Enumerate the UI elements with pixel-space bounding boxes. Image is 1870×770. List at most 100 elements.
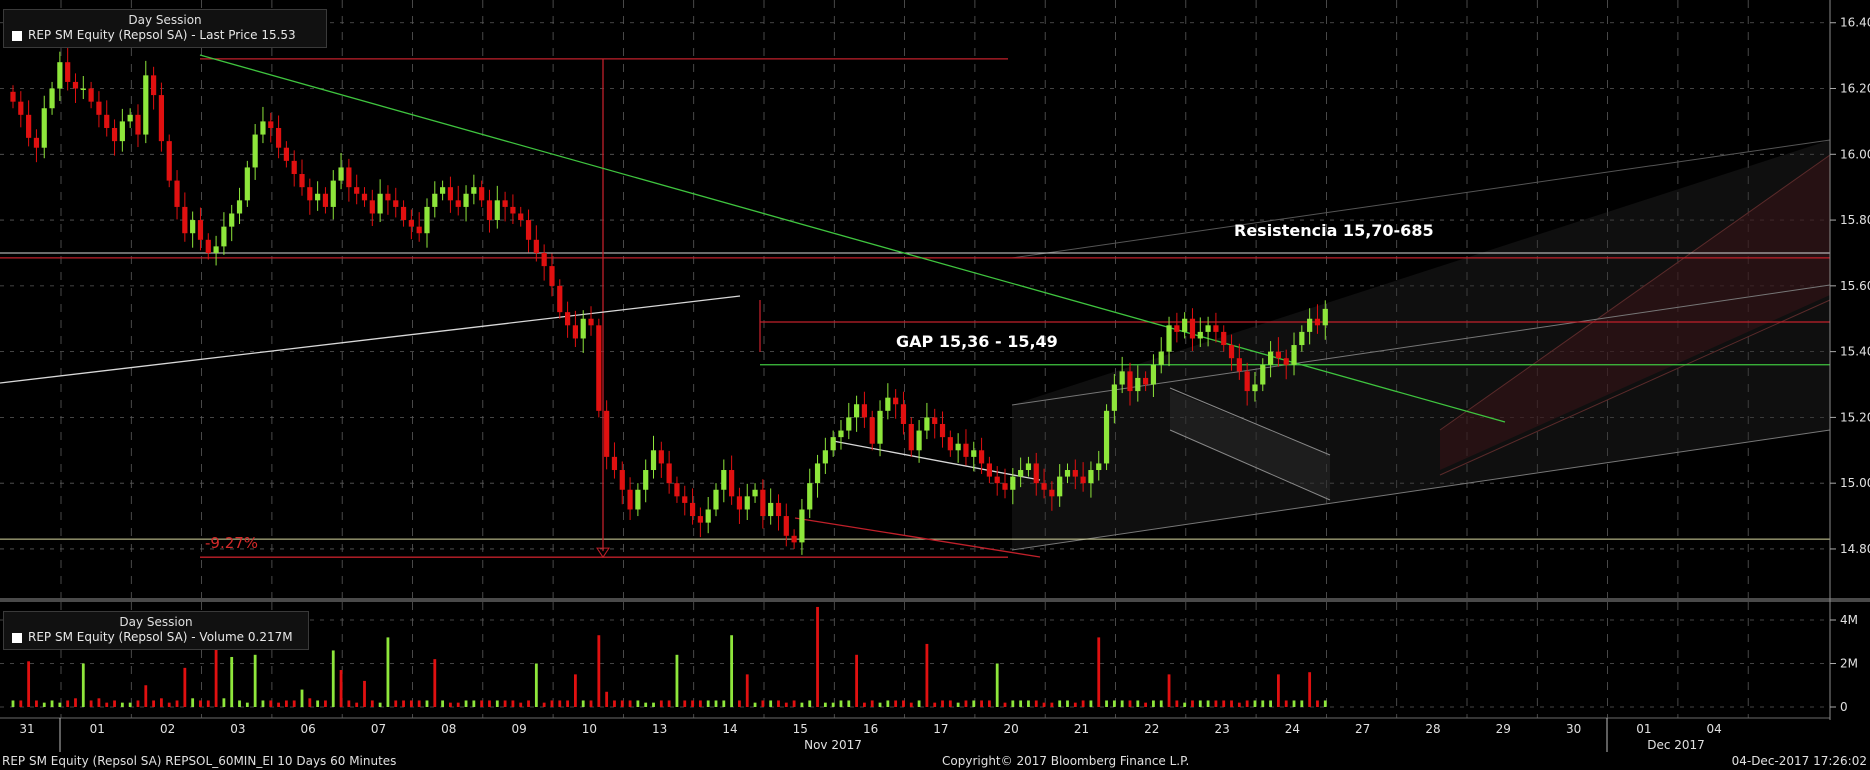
candle-body[interactable] bbox=[643, 470, 649, 490]
volume-bar[interactable] bbox=[917, 700, 921, 707]
volume-bar[interactable] bbox=[1198, 700, 1202, 707]
candle-body[interactable] bbox=[174, 180, 180, 207]
candle-body[interactable] bbox=[799, 509, 805, 543]
candle-body[interactable] bbox=[736, 496, 743, 510]
candle-body[interactable] bbox=[955, 443, 961, 451]
volume-bar[interactable] bbox=[339, 670, 343, 707]
candle-body[interactable] bbox=[268, 121, 274, 128]
volume-bar[interactable] bbox=[1097, 637, 1101, 707]
volume-bar[interactable] bbox=[1323, 700, 1327, 707]
candle-body[interactable] bbox=[502, 200, 508, 207]
volume-bar[interactable] bbox=[167, 702, 171, 707]
volume-bar[interactable] bbox=[1167, 674, 1171, 707]
volume-bar[interactable] bbox=[519, 702, 523, 707]
candle-body[interactable] bbox=[1057, 476, 1063, 497]
volume-bar[interactable] bbox=[784, 702, 788, 707]
candle-body[interactable] bbox=[783, 516, 789, 536]
volume-bar[interactable] bbox=[995, 663, 999, 708]
candle-body[interactable] bbox=[463, 193, 469, 207]
volume-bar[interactable] bbox=[847, 700, 851, 707]
volume-bar[interactable] bbox=[987, 700, 991, 707]
candle-body[interactable] bbox=[713, 489, 719, 510]
volume-bar[interactable] bbox=[878, 702, 882, 707]
volume-bar[interactable] bbox=[331, 650, 335, 707]
volume-bar[interactable] bbox=[691, 700, 694, 707]
candle-body[interactable] bbox=[1103, 410, 1110, 464]
volume-bar[interactable] bbox=[1159, 700, 1163, 707]
volume-bar[interactable] bbox=[659, 700, 663, 707]
candle-body[interactable] bbox=[205, 239, 211, 253]
candle-body[interactable] bbox=[1275, 351, 1281, 359]
volume-bar[interactable] bbox=[347, 700, 351, 707]
candle-body[interactable] bbox=[455, 200, 461, 207]
candle-body[interactable] bbox=[721, 470, 727, 490]
candle-body[interactable] bbox=[939, 423, 946, 438]
volume-bar[interactable] bbox=[558, 700, 562, 707]
candle-body[interactable] bbox=[119, 121, 125, 142]
volume-bar[interactable] bbox=[886, 700, 890, 707]
candle-body[interactable] bbox=[814, 463, 821, 484]
volume-bar[interactable] bbox=[214, 637, 218, 707]
volume-bar[interactable] bbox=[378, 702, 382, 707]
volume-bar[interactable] bbox=[42, 702, 46, 707]
candle-body[interactable] bbox=[369, 200, 375, 214]
candle-body[interactable] bbox=[440, 187, 446, 194]
candle-body[interactable] bbox=[861, 404, 868, 418]
volume-bar[interactable] bbox=[1112, 700, 1116, 707]
candle-body[interactable] bbox=[963, 443, 969, 457]
candle-body[interactable] bbox=[916, 430, 922, 451]
candle-body[interactable] bbox=[447, 187, 454, 201]
candle-body[interactable] bbox=[900, 404, 907, 424]
volume-bar[interactable] bbox=[230, 656, 234, 707]
volume-bar[interactable] bbox=[1222, 700, 1226, 707]
candle-body[interactable] bbox=[65, 62, 71, 82]
volume-bar[interactable] bbox=[909, 702, 913, 707]
volume-bar[interactable] bbox=[284, 700, 288, 707]
volume-bar[interactable] bbox=[745, 674, 749, 707]
volume-bar[interactable] bbox=[1308, 672, 1312, 707]
volume-bar[interactable] bbox=[574, 674, 577, 707]
volume-bar[interactable] bbox=[581, 700, 585, 707]
volume-bar[interactable] bbox=[948, 700, 952, 707]
volume-bar[interactable] bbox=[1175, 700, 1179, 707]
volume-bar[interactable] bbox=[128, 702, 132, 707]
candle-body[interactable] bbox=[697, 516, 703, 523]
candle-body[interactable] bbox=[96, 101, 102, 115]
candle-body[interactable] bbox=[557, 285, 563, 313]
candle-body[interactable] bbox=[1041, 483, 1047, 490]
volume-bar[interactable] bbox=[1237, 702, 1241, 707]
volume-bar[interactable] bbox=[683, 700, 687, 707]
candle-body[interactable] bbox=[986, 463, 992, 477]
candle-body[interactable] bbox=[400, 206, 407, 221]
candle-body[interactable] bbox=[635, 489, 641, 510]
volume-bar[interactable] bbox=[433, 659, 437, 707]
candle-body[interactable] bbox=[564, 312, 571, 326]
volume-bar[interactable] bbox=[503, 700, 507, 707]
candle-body[interactable] bbox=[744, 496, 750, 510]
candle-body[interactable] bbox=[807, 483, 813, 510]
candle-body[interactable] bbox=[1127, 371, 1133, 392]
volume-bar[interactable] bbox=[714, 700, 718, 707]
candle-body[interactable] bbox=[947, 437, 953, 451]
candle-body[interactable] bbox=[151, 75, 157, 96]
candle-body[interactable] bbox=[1064, 470, 1071, 477]
candle-body[interactable] bbox=[705, 509, 711, 523]
candle-body[interactable] bbox=[1267, 351, 1274, 365]
candle-body[interactable] bbox=[572, 325, 578, 339]
volume-bar[interactable] bbox=[105, 702, 109, 707]
candle-body[interactable] bbox=[432, 193, 438, 207]
volume-bar[interactable] bbox=[542, 702, 546, 707]
volume-bar[interactable] bbox=[1261, 700, 1265, 707]
volume-bar[interactable] bbox=[1269, 700, 1272, 707]
candle-body[interactable] bbox=[338, 167, 344, 181]
volume-bar[interactable] bbox=[753, 702, 757, 707]
volume-bar[interactable] bbox=[941, 700, 944, 707]
candle-body[interactable] bbox=[978, 450, 985, 464]
candle-body[interactable] bbox=[197, 220, 204, 240]
candle-body[interactable] bbox=[838, 430, 844, 438]
volume-bar[interactable] bbox=[1183, 702, 1187, 707]
volume-bar[interactable] bbox=[1277, 674, 1280, 707]
candle-body[interactable] bbox=[1018, 470, 1024, 477]
candle-body[interactable] bbox=[1299, 331, 1305, 346]
volume-bar[interactable] bbox=[1191, 700, 1194, 707]
